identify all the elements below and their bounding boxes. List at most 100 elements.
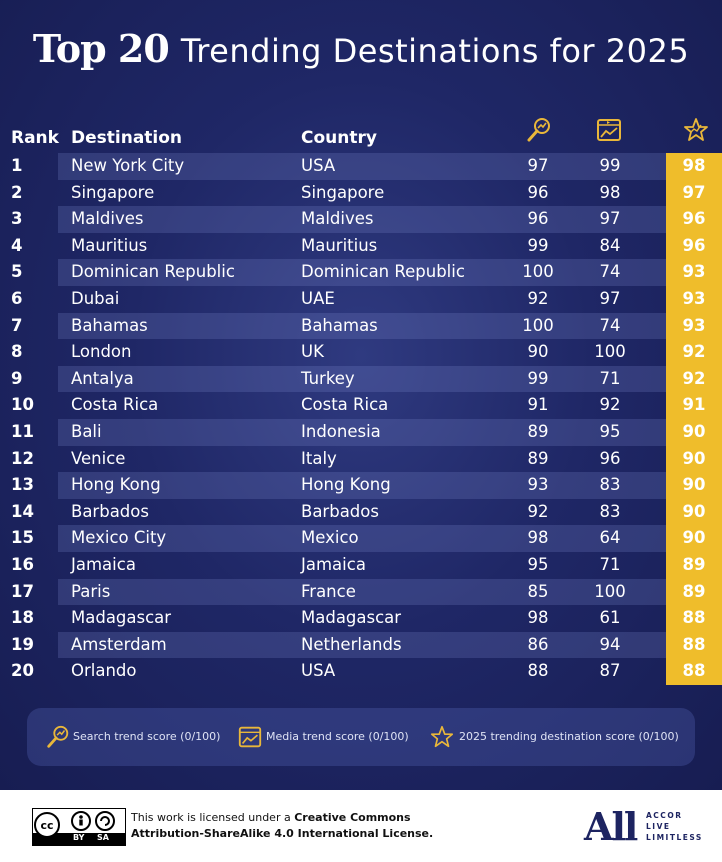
- cell-trending-score: 93: [682, 262, 706, 282]
- cell-search-score: 92: [527, 288, 549, 308]
- cell-media-score: 71: [599, 554, 621, 574]
- cc-by-text: BY: [73, 833, 85, 842]
- creative-commons-badge[interactable]: cc BY SA: [32, 808, 126, 846]
- legend: Search trend score (0/100) Media trend s…: [27, 708, 695, 766]
- cell-media-score: 71: [599, 368, 621, 388]
- cell-media-score: 84: [599, 235, 621, 255]
- cell-search-score: 88: [527, 661, 549, 681]
- table-row: 17 Paris France 85 100 89: [0, 578, 722, 606]
- table-row: 19 Amsterdam Netherlands 86 94 88: [0, 631, 722, 659]
- cell-country: Italy: [301, 448, 337, 468]
- license-link-creative-commons[interactable]: Creative Commons: [294, 811, 411, 824]
- cell-rank: 12: [11, 448, 34, 468]
- cell-trending-score: 96: [682, 209, 706, 229]
- cell-destination: Bahamas: [71, 315, 148, 335]
- cell-destination: London: [71, 342, 132, 362]
- cell-search-score: 96: [527, 209, 549, 229]
- cell-media-score: 97: [599, 209, 621, 229]
- cell-destination: Dominican Republic: [71, 262, 235, 282]
- row-band: [58, 578, 666, 606]
- trending-star-icon: [684, 118, 708, 141]
- cell-country: Indonesia: [301, 421, 381, 441]
- overall-score-column-highlight: [666, 153, 722, 685]
- row-band: [58, 312, 666, 340]
- cell-media-score: 87: [599, 661, 621, 681]
- accor-logo[interactable]: All: [584, 804, 638, 849]
- row-band: [58, 365, 666, 393]
- cell-destination: Barbados: [71, 501, 149, 521]
- cell-rank: 5: [11, 262, 23, 282]
- search-trend-icon: [527, 118, 550, 142]
- cell-destination: New York City: [71, 156, 185, 175]
- cell-media-score: 74: [599, 315, 621, 335]
- cell-rank: 16: [11, 554, 34, 574]
- cell-search-score: 85: [527, 581, 549, 601]
- cell-rank: 17: [11, 581, 34, 601]
- cell-search-score: 100: [522, 315, 554, 335]
- cell-media-score: 100: [594, 342, 626, 362]
- cell-trending-score: 91: [682, 395, 706, 415]
- page-title: Top 20 Trending Destinations for 2025: [0, 26, 722, 71]
- table-row: 14 Barbados Barbados 92 83 90: [0, 499, 722, 526]
- cell-search-score: 86: [527, 634, 549, 654]
- cell-trending-score: 92: [682, 342, 706, 362]
- cell-search-score: 90: [527, 342, 549, 362]
- cell-media-score: 100: [594, 581, 626, 601]
- title-rest: Trending Destinations for 2025: [180, 32, 690, 70]
- table-row: 5 Dominican Republic Dominican Republic 100…: [0, 259, 722, 286]
- table-row: 4 Mauritius Mauritius 99 84 96: [0, 233, 722, 260]
- license-text: This work is licensed under a Creative C…: [131, 810, 433, 842]
- accor-tagline-2: LIVE: [646, 822, 671, 831]
- cc-by-sa-icon: cc: [33, 809, 125, 845]
- table-row: 10 Costa Rica Costa Rica 91 92 91: [0, 392, 722, 419]
- cell-search-score: 93: [527, 475, 549, 495]
- header-country: Country: [301, 128, 377, 148]
- table-row: 2 Singapore Singapore 96 98 97: [0, 180, 722, 207]
- table-row: 16 Jamaica Jamaica 95 71 89: [0, 552, 722, 579]
- cell-search-score: 98: [527, 608, 549, 628]
- cell-search-score: 92: [527, 501, 549, 521]
- table-row: 3 Maldives Maldives 96 97 96: [0, 206, 722, 233]
- cell-country: Bahamas: [301, 315, 378, 335]
- header-rank: Rank: [11, 128, 59, 148]
- license-link-name[interactable]: Attribution-ShareAlike 4.0 International…: [131, 827, 434, 840]
- cell-rank: 18: [11, 608, 34, 628]
- legend-trending-label: 2025 trending destination score (0/100): [459, 730, 679, 743]
- cell-rank: 9: [11, 368, 23, 388]
- cell-destination: Maldives: [71, 209, 144, 229]
- cell-media-score: 96: [599, 448, 621, 468]
- cell-rank: 1: [11, 156, 23, 175]
- cell-destination: Singapore: [71, 182, 155, 202]
- cell-trending-score: 92: [682, 368, 706, 388]
- cell-media-score: 83: [599, 475, 621, 495]
- table-row: 6 Dubai UAE 92 97 93: [0, 286, 722, 313]
- cell-country: UAE: [301, 288, 335, 308]
- cell-rank: 15: [11, 528, 34, 548]
- license-prefix: This work is licensed under a: [131, 811, 295, 824]
- cell-rank: 10: [11, 395, 34, 415]
- title-bold: Top 20: [32, 26, 170, 71]
- cell-country: Dominican Republic: [301, 262, 465, 282]
- cell-destination: Amsterdam: [71, 634, 167, 654]
- cell-trending-score: 97: [682, 182, 706, 202]
- cell-search-score: 96: [527, 182, 549, 202]
- legend-star-icon: [430, 725, 454, 748]
- cell-search-score: 99: [527, 235, 549, 255]
- accor-tagline: ACCOR LIVE LIMITLESS: [646, 810, 703, 843]
- cell-media-score: 98: [599, 182, 621, 202]
- cell-trending-score: 90: [682, 448, 706, 468]
- cell-destination: Costa Rica: [71, 395, 159, 415]
- cell-destination: Bali: [71, 421, 102, 441]
- cell-search-score: 89: [527, 448, 549, 468]
- cell-country: France: [301, 581, 356, 601]
- table-row: 1 New York City USA 97 99 98: [0, 153, 722, 180]
- cell-destination: Venice: [71, 448, 126, 468]
- cell-trending-score: 89: [682, 554, 706, 574]
- cell-rank: 4: [11, 235, 23, 255]
- cell-rank: 19: [11, 634, 34, 654]
- cell-search-score: 95: [527, 554, 549, 574]
- row-band: [58, 418, 666, 446]
- cell-trending-score: 93: [682, 315, 706, 335]
- accor-tagline-1: ACCOR: [646, 811, 683, 820]
- cell-destination: Jamaica: [71, 554, 136, 574]
